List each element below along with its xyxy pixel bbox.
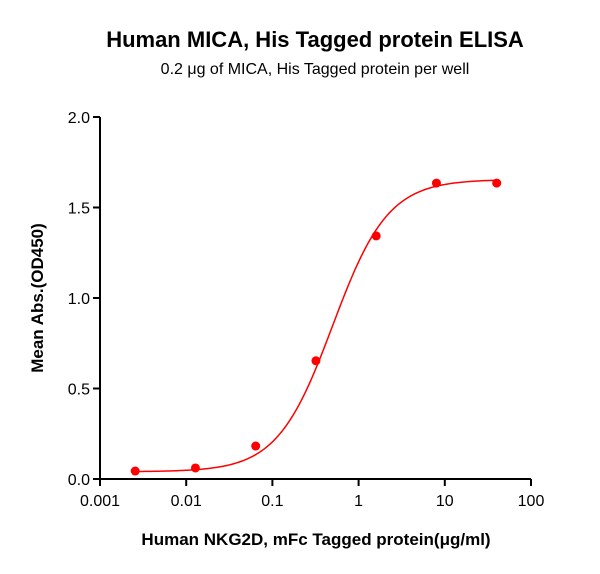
data-point bbox=[251, 441, 261, 451]
x-tick-label: 0.001 bbox=[80, 493, 120, 510]
data-point bbox=[190, 463, 200, 473]
x-axis-label: Human NKG2D, mFc Tagged protein(μg/ml) bbox=[141, 530, 490, 549]
x-tick-label: 1 bbox=[354, 493, 363, 510]
data-point bbox=[311, 356, 321, 366]
x-tick-label: 10 bbox=[436, 493, 454, 510]
y-tick-label: 0.5 bbox=[68, 382, 90, 399]
x-tick-label: 100 bbox=[518, 493, 545, 510]
data-point bbox=[492, 178, 502, 188]
data-point bbox=[130, 466, 140, 476]
x-tick-label: 0.1 bbox=[261, 493, 283, 510]
y-tick-label: 1.5 bbox=[68, 201, 90, 218]
x-tick-label: 0.01 bbox=[171, 493, 202, 510]
data-point bbox=[371, 231, 381, 241]
axes: 0.0 0.5 1.0 1.5 2.0 0.001 0.01 0.1 1 10 100 bbox=[68, 110, 545, 510]
data-point bbox=[431, 178, 441, 188]
y-axis-label: Mean Abs.(OD450) bbox=[28, 223, 47, 373]
y-tick-label: 1.0 bbox=[68, 291, 90, 308]
chart-subtitle: 0.2 μg of MICA, His Tagged protein per w… bbox=[160, 61, 470, 78]
y-tick-label: 2.0 bbox=[68, 110, 90, 127]
chart-title: Human MICA, His Tagged protein ELISA bbox=[106, 27, 524, 52]
data-points bbox=[130, 178, 502, 476]
y-tick-label: 0.0 bbox=[68, 472, 90, 489]
fit-curve bbox=[135, 179, 497, 473]
